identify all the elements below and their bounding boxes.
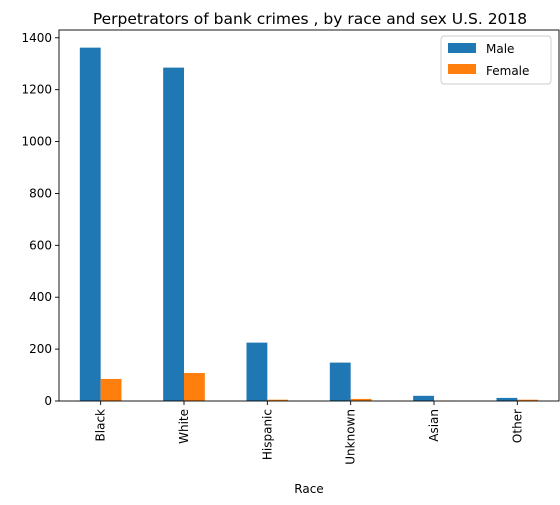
plot-area-frame	[58, 29, 560, 402]
y-tick-label: 1400	[21, 31, 52, 45]
chart-title: Perpetrators of bank crimes , by race an…	[93, 10, 527, 28]
x-tick-label-unknown: Unknown	[344, 409, 358, 465]
legend-label-male: Male	[486, 42, 514, 56]
bars-group	[79, 47, 539, 402]
bar-female-black	[100, 378, 122, 401]
bar-male-asian	[413, 395, 434, 401]
y-tick-label: 200	[29, 342, 52, 356]
legend-swatch-male	[448, 43, 476, 53]
x-tick-label-other: Other	[510, 409, 524, 443]
y-tick-label: 1000	[21, 135, 52, 149]
bar-male-hispanic	[246, 342, 268, 401]
legend-swatch-female	[448, 64, 476, 74]
bar-female-unknown	[350, 398, 372, 401]
legend: Male Female	[440, 35, 552, 85]
bar-male-other	[496, 397, 518, 401]
bar-male-white	[163, 67, 184, 402]
bar-female-white	[184, 372, 205, 401]
x-tick-label-asian: Asian	[427, 409, 441, 442]
bar-female-other	[517, 399, 539, 401]
y-tick-label: 400	[29, 290, 52, 304]
y-tick-label: 800	[29, 186, 52, 200]
x-tick-label-black: Black	[94, 409, 108, 442]
y-tick-label: 1200	[21, 83, 52, 97]
x-tick-label-white: White	[177, 409, 191, 444]
x-axis: Black White Hispanic Unknown Asian Other	[94, 401, 524, 465]
legend-label-female: Female	[486, 64, 529, 78]
x-tick-label-hispanic: Hispanic	[260, 409, 274, 460]
bar-female-hispanic	[267, 399, 289, 401]
y-tick-label: 0	[44, 394, 52, 408]
bar-male-black	[79, 47, 101, 401]
bar-male-unknown	[329, 362, 351, 401]
x-axis-label: Race	[294, 482, 323, 496]
y-axis: 0 200 400 600 800 1000 1200 1400	[21, 31, 59, 408]
y-tick-label: 600	[29, 238, 52, 252]
